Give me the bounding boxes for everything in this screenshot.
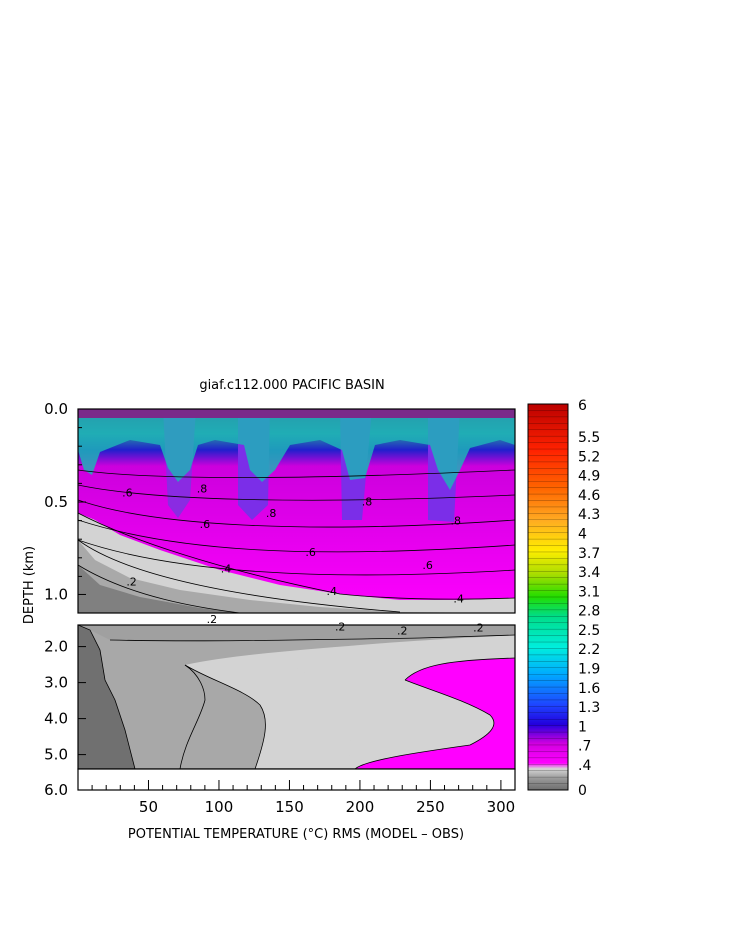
colorbar-label: 1.9 — [578, 662, 600, 678]
contour-label: .2 — [207, 613, 218, 626]
colorbar-label: 5.5 — [578, 430, 600, 446]
y-axis: 0.0 0.5 1.0 2.0 3.0 4.0 5.0 6.0 — [44, 400, 86, 799]
colorbar-labels: 6 5.5 5.2 4.9 4.6 4.3 4 3.7 3.4 3.1 2.8 2.5 2.2 1.9 1.… — [578, 398, 600, 799]
lower-panel — [78, 625, 515, 769]
x-tick-label: 100 — [205, 798, 234, 816]
y-tick-label: 5.0 — [44, 746, 68, 764]
colorbar-label: 5.2 — [578, 449, 600, 465]
plot-frame — [77, 768, 516, 791]
colorbar-divisions — [528, 403, 568, 784]
x-tick-label: 300 — [487, 798, 516, 816]
y-tick-label: 6.0 — [44, 781, 68, 799]
y-tick-label: 0.0 — [44, 400, 68, 418]
contour-label: .2 — [397, 625, 408, 638]
contour-label: .6 — [305, 546, 316, 559]
y-axis-label: DEPTH (km) — [22, 546, 37, 624]
surface-dark-band — [78, 409, 515, 418]
surface-cyan-band — [78, 409, 515, 490]
y-tick-label: 4.0 — [44, 710, 68, 728]
colorbar-label: 3.7 — [578, 546, 600, 562]
contour-label: .8 — [266, 507, 277, 520]
contour-label: .2 — [197, 0, 208, 3]
contour-label: .4 — [326, 585, 337, 598]
colorbar-label: 1.3 — [578, 700, 600, 716]
colorbar-label: .4 — [578, 758, 591, 774]
contour-label: .4 — [453, 592, 464, 605]
colorbar-label: 2.5 — [578, 623, 600, 639]
grey-region-dark — [78, 565, 240, 613]
y-tick-label: 3.0 — [44, 674, 68, 692]
colorbar-label: 0 — [578, 783, 587, 799]
y-tick-label: 2.0 — [44, 638, 68, 656]
contour-label: .6 — [122, 486, 133, 499]
contour-label: .8 — [451, 514, 462, 527]
contour-label: .4 — [398, 0, 409, 3]
contour-label: .6 — [200, 518, 211, 531]
contour-labels: .6.8.8.8.8.6.6.6.4.4.4.2.2.2.2.2.2.2.2.4… — [122, 0, 484, 638]
colorbar-label: 6 — [578, 398, 587, 414]
colorbar-label: .7 — [578, 739, 591, 755]
contour-label: .2 — [126, 576, 137, 589]
colorbar-label: 3.1 — [578, 584, 600, 600]
colorbar-label: 3.4 — [578, 565, 600, 581]
upper-panel-frame — [77, 408, 516, 614]
colorbar-label: 1.6 — [578, 681, 600, 697]
colorbar-label: 1 — [578, 719, 587, 735]
upper-panel — [78, 409, 515, 613]
x-tick-label: 50 — [139, 798, 158, 816]
mid-grey-pocket — [180, 665, 266, 769]
x-tick-label: 150 — [275, 798, 304, 816]
mid-grey-region — [78, 625, 515, 642]
colorbar-label: 2.8 — [578, 604, 600, 620]
colorbar-label: 2.2 — [578, 642, 600, 658]
contour-label: .2 — [473, 622, 484, 635]
chart-title: giaf.c112.000 PACIFIC BASIN — [199, 378, 384, 393]
grey-tongue — [265, 665, 355, 769]
grey-region-mid — [78, 540, 515, 613]
x-tick-label: 200 — [346, 798, 375, 816]
x-axis-label: POTENTIAL TEMPERATURE (°C) RMS (MODEL – … — [128, 827, 464, 842]
upper-contours — [78, 469, 515, 613]
magenta-region — [355, 658, 515, 769]
contour-label: .4 — [221, 563, 232, 576]
y-tick-label: 0.5 — [44, 493, 68, 511]
colorbar-label: 4.6 — [578, 488, 600, 504]
contour-label: .6 — [422, 559, 433, 572]
contour-label: .4 — [442, 0, 453, 3]
colorbar-label: 4.9 — [578, 469, 600, 485]
lower-contours — [78, 625, 515, 769]
colorbar-label: 4 — [578, 526, 587, 542]
contour-label: .8 — [362, 496, 373, 509]
colorbar: 6 5.5 5.2 4.9 4.6 4.3 4 3.7 3.4 3.1 2.8 2.5 2.2 1.9 1.… — [527, 398, 600, 799]
contour-label: .2 — [335, 621, 346, 634]
grey-region-light — [78, 513, 515, 613]
contour-label: .2 — [200, 0, 211, 3]
contour-label: .2 — [277, 0, 288, 3]
colorbar-label: 4.3 — [578, 507, 600, 523]
contour-label: .8 — [197, 483, 208, 496]
y-tick-label: 1.0 — [44, 585, 68, 603]
x-axis: 50 100 150 200 250 300 — [91, 780, 516, 816]
x-tick-label: 250 — [416, 798, 445, 816]
dark-grey-region — [78, 625, 135, 769]
